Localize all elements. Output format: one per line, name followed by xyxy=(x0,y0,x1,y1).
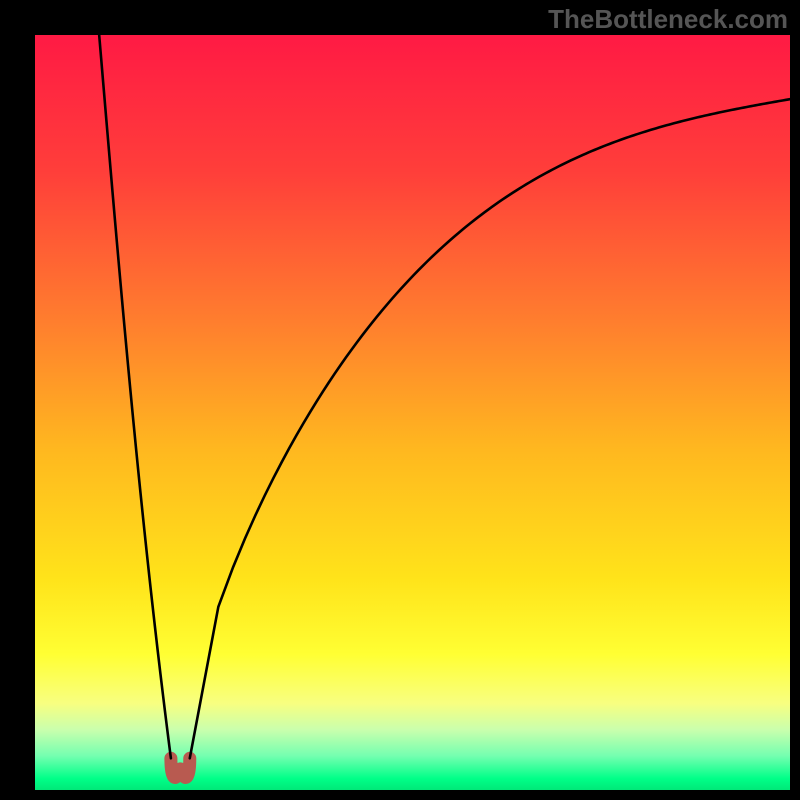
gradient-background xyxy=(35,35,790,790)
plot-area xyxy=(35,35,790,790)
plot-svg xyxy=(35,35,790,790)
chart-root: TheBottleneck.com xyxy=(0,0,800,800)
watermark-text: TheBottleneck.com xyxy=(548,4,788,35)
